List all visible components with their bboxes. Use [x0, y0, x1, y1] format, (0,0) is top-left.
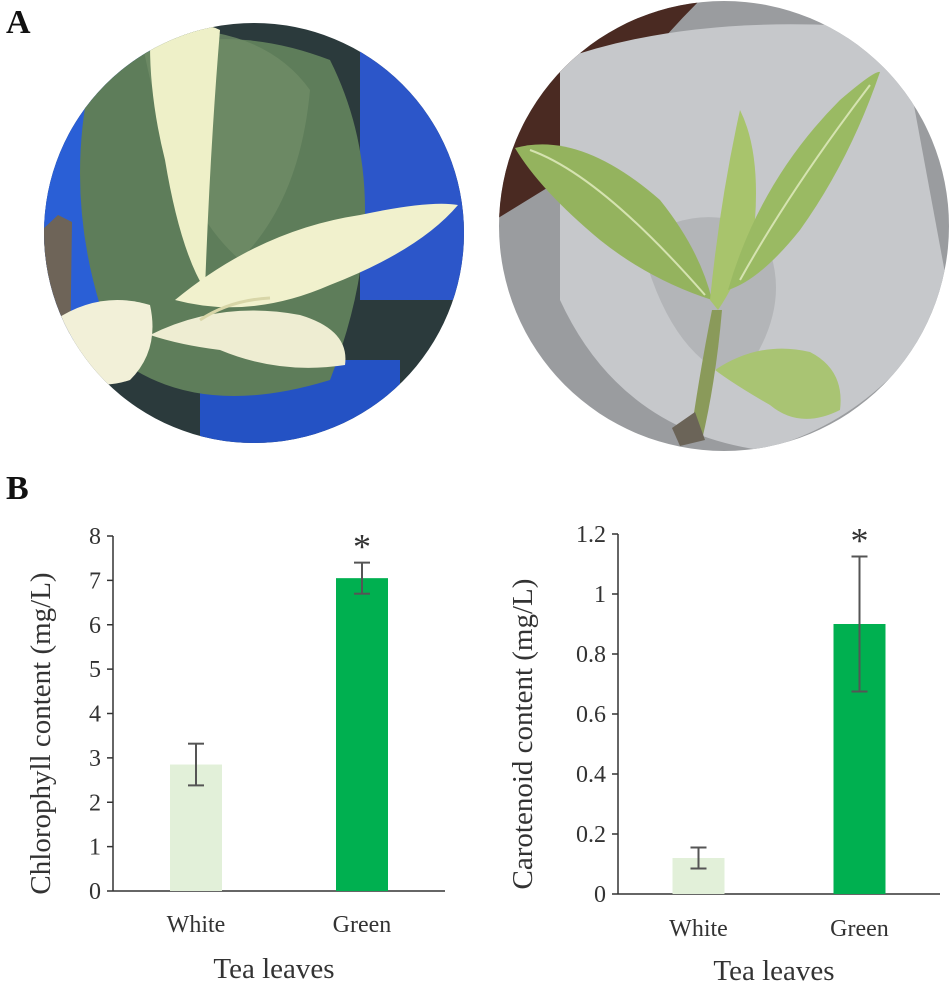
bar-green: [336, 578, 388, 891]
y-tick-label: 1: [89, 835, 101, 861]
y-tick-label: 2: [89, 790, 101, 816]
panel-label-b: B: [6, 470, 29, 507]
y-tick-label: 0: [89, 879, 101, 905]
category-label: Green: [333, 912, 392, 938]
y-tick-label: 0.8: [576, 642, 606, 668]
bar-charts: 0 1 2 3 4 5 6 7 8 White Green * Tea leaves Chlorophyl…: [25, 521, 940, 987]
y-tick-label: 0.6: [576, 702, 606, 728]
significance-marker: *: [353, 527, 371, 567]
panel-label-a: A: [6, 4, 31, 41]
y-tick-label: 3: [89, 746, 101, 772]
error-bar: [690, 846, 707, 870]
white-tea-shoot-photo: [44, 23, 464, 443]
y-tick-label: 1: [594, 582, 606, 608]
y-tick-label: 6: [89, 613, 101, 639]
y-tick-label: 7: [89, 568, 101, 594]
x-axis-title: Tea leaves: [213, 953, 334, 985]
carotenoid-chart: 0 0.2 0.4 0.6 0.8 1 1.2 White Green * Tea leaves Ca…: [507, 521, 940, 987]
x-axis-title: Tea leaves: [713, 955, 834, 987]
y-tick-label: 0.2: [576, 822, 606, 848]
y-tick-label: 1.2: [576, 522, 606, 548]
y-tick-label: 4: [89, 702, 101, 728]
category-label: White: [167, 912, 226, 938]
error-bar: [354, 561, 370, 595]
photo-panel: [44, 1, 949, 451]
significance-marker: *: [851, 521, 869, 561]
y-tick-label: 0: [594, 882, 606, 908]
chlorophyll-chart: 0 1 2 3 4 5 6 7 8 White Green * Tea leaves Chlorophyl…: [25, 524, 445, 985]
green-tea-shoot-photo: [499, 1, 949, 451]
y-tick-label: 5: [89, 657, 101, 683]
y-axis-title: Chlorophyll content (mg/L): [25, 572, 57, 894]
error-bar: [188, 742, 204, 787]
error-bar: [851, 555, 868, 693]
category-label: White: [669, 916, 728, 942]
y-tick-label: 8: [89, 524, 101, 550]
category-label: Green: [830, 916, 889, 942]
y-axis-title: Carotenoid content (mg/L): [507, 579, 539, 890]
y-tick-label: 0.4: [576, 762, 606, 788]
